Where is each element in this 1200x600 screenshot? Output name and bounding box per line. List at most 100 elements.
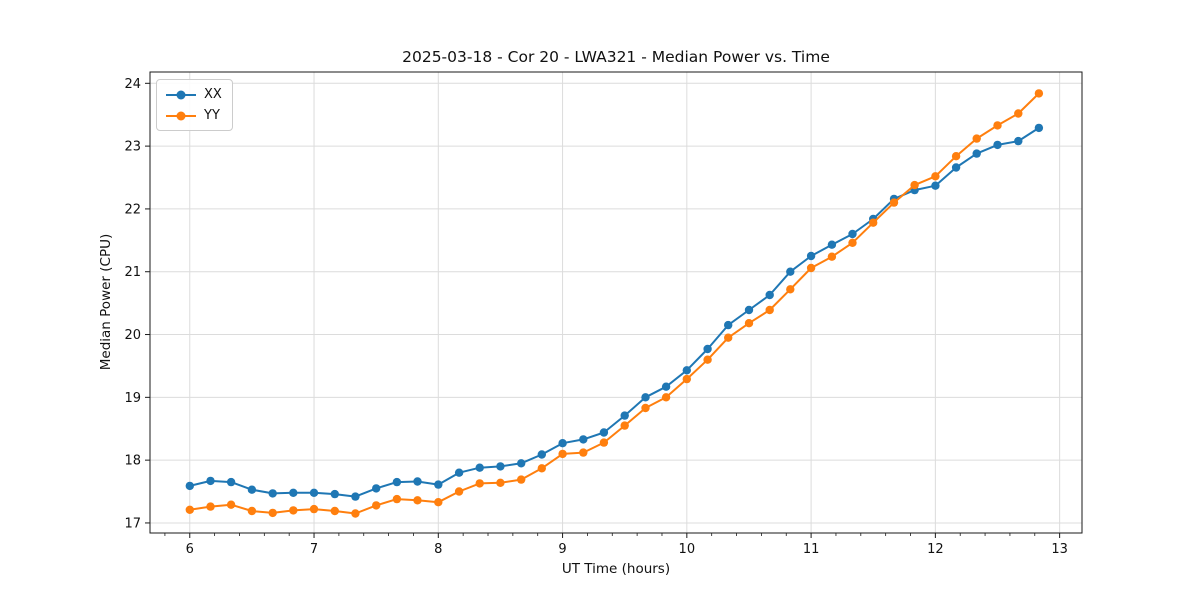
data-point-yy	[372, 501, 381, 510]
data-point-yy	[1014, 109, 1023, 118]
data-point-yy	[910, 180, 919, 190]
data-point-xx	[620, 411, 629, 420]
data-point-yy	[206, 502, 215, 511]
data-point-xx	[247, 485, 257, 494]
data-point-yy	[392, 494, 402, 504]
data-point-yy	[268, 508, 277, 518]
data-point-yy	[993, 121, 1002, 130]
data-point-xx	[1034, 123, 1044, 133]
data-point-yy	[765, 305, 774, 315]
y-tick-label: 21	[124, 265, 141, 280]
data-point-yy	[351, 509, 360, 518]
x-tick-label: 7	[310, 542, 318, 557]
legend-line-marker-icon	[166, 111, 196, 120]
data-point-yy	[496, 478, 505, 487]
data-point-xx	[289, 488, 298, 497]
data-point-xx	[372, 484, 381, 493]
legend-item-xx: XX	[165, 85, 222, 104]
data-point-xx	[579, 435, 588, 444]
data-point-xx	[682, 366, 691, 375]
y-tick-label: 18	[124, 454, 141, 469]
data-point-xx	[993, 140, 1002, 150]
data-point-xx	[392, 477, 402, 487]
data-point-xx	[972, 149, 981, 158]
data-point-xx	[226, 477, 236, 487]
data-point-yy	[869, 218, 878, 227]
data-point-yy	[517, 475, 526, 484]
data-point-xx	[661, 382, 671, 391]
legend-item-yy: YY	[165, 106, 222, 125]
data-point-xx	[537, 450, 546, 459]
data-point-xx	[351, 492, 360, 501]
data-point-yy	[289, 506, 298, 515]
x-tick-label: 10	[679, 542, 696, 557]
series-line-yy	[189, 92, 1040, 515]
data-point-yy	[682, 374, 691, 384]
axes-spines	[149, 71, 1083, 534]
y-tick-label: 22	[124, 202, 141, 217]
data-point-yy	[226, 500, 236, 509]
chart-title: 2025-03-18 - Cor 20 - LWA321 - Median Po…	[402, 48, 830, 66]
data-point-xx	[434, 480, 443, 489]
legend: XX YY	[156, 79, 233, 131]
y-axis-label: Median Power (CPU)	[98, 233, 114, 371]
data-point-yy	[475, 479, 484, 488]
data-point-yy	[848, 238, 857, 247]
data-point-xx	[185, 481, 194, 491]
x-tick-label: 9	[558, 542, 566, 557]
data-point-xx	[454, 468, 464, 477]
legend-label-yy: YY	[204, 108, 220, 123]
data-point-xx	[558, 439, 567, 448]
data-point-yy	[330, 506, 339, 516]
data-point-yy	[641, 403, 650, 413]
y-tick-label: 23	[124, 140, 141, 155]
data-point-yy	[951, 152, 961, 161]
data-point-xx	[951, 163, 961, 172]
x-axis-label: UT Time (hours)	[561, 561, 671, 577]
data-point-xx	[309, 488, 319, 497]
data-point-xx	[268, 489, 277, 498]
data-point-xx	[413, 477, 422, 486]
x-tick-label: 13	[1051, 542, 1068, 557]
data-point-yy	[972, 134, 981, 143]
data-point-yy	[558, 449, 567, 459]
data-point-xx	[599, 428, 609, 437]
legend-line-marker-icon	[166, 90, 196, 99]
y-tick-label: 19	[124, 391, 141, 406]
data-point-xx	[206, 476, 215, 486]
data-point-yy	[309, 504, 319, 514]
data-point-xx	[1014, 136, 1023, 146]
data-point-xx	[724, 320, 733, 330]
data-point-yy	[827, 252, 837, 261]
data-point-yy	[599, 438, 609, 447]
data-point-xx	[765, 290, 774, 300]
data-point-xx	[744, 305, 754, 315]
data-point-xx	[496, 462, 505, 471]
data-point-yy	[661, 393, 671, 402]
x-tick-label: 8	[434, 542, 442, 557]
data-point-yy	[806, 263, 816, 273]
data-point-yy	[537, 464, 546, 473]
legend-label-xx: XX	[204, 87, 222, 102]
data-point-yy	[703, 355, 712, 364]
data-point-yy	[786, 285, 795, 294]
data-point-yy	[889, 198, 899, 207]
data-point-xx	[806, 251, 816, 261]
data-point-yy	[434, 498, 443, 507]
data-point-yy	[247, 506, 257, 516]
data-point-yy	[724, 333, 733, 342]
y-tick-label: 20	[124, 328, 141, 343]
data-point-yy	[579, 448, 588, 457]
data-point-yy	[744, 319, 754, 328]
data-point-yy	[1034, 89, 1044, 98]
data-point-yy	[620, 421, 629, 430]
data-point-xx	[517, 459, 526, 468]
data-point-yy	[931, 172, 940, 181]
x-tick-label: 12	[927, 542, 944, 557]
data-point-xx	[475, 463, 484, 472]
data-point-xx	[786, 267, 795, 276]
x-tick-label: 11	[803, 542, 820, 557]
data-point-xx	[848, 229, 857, 239]
